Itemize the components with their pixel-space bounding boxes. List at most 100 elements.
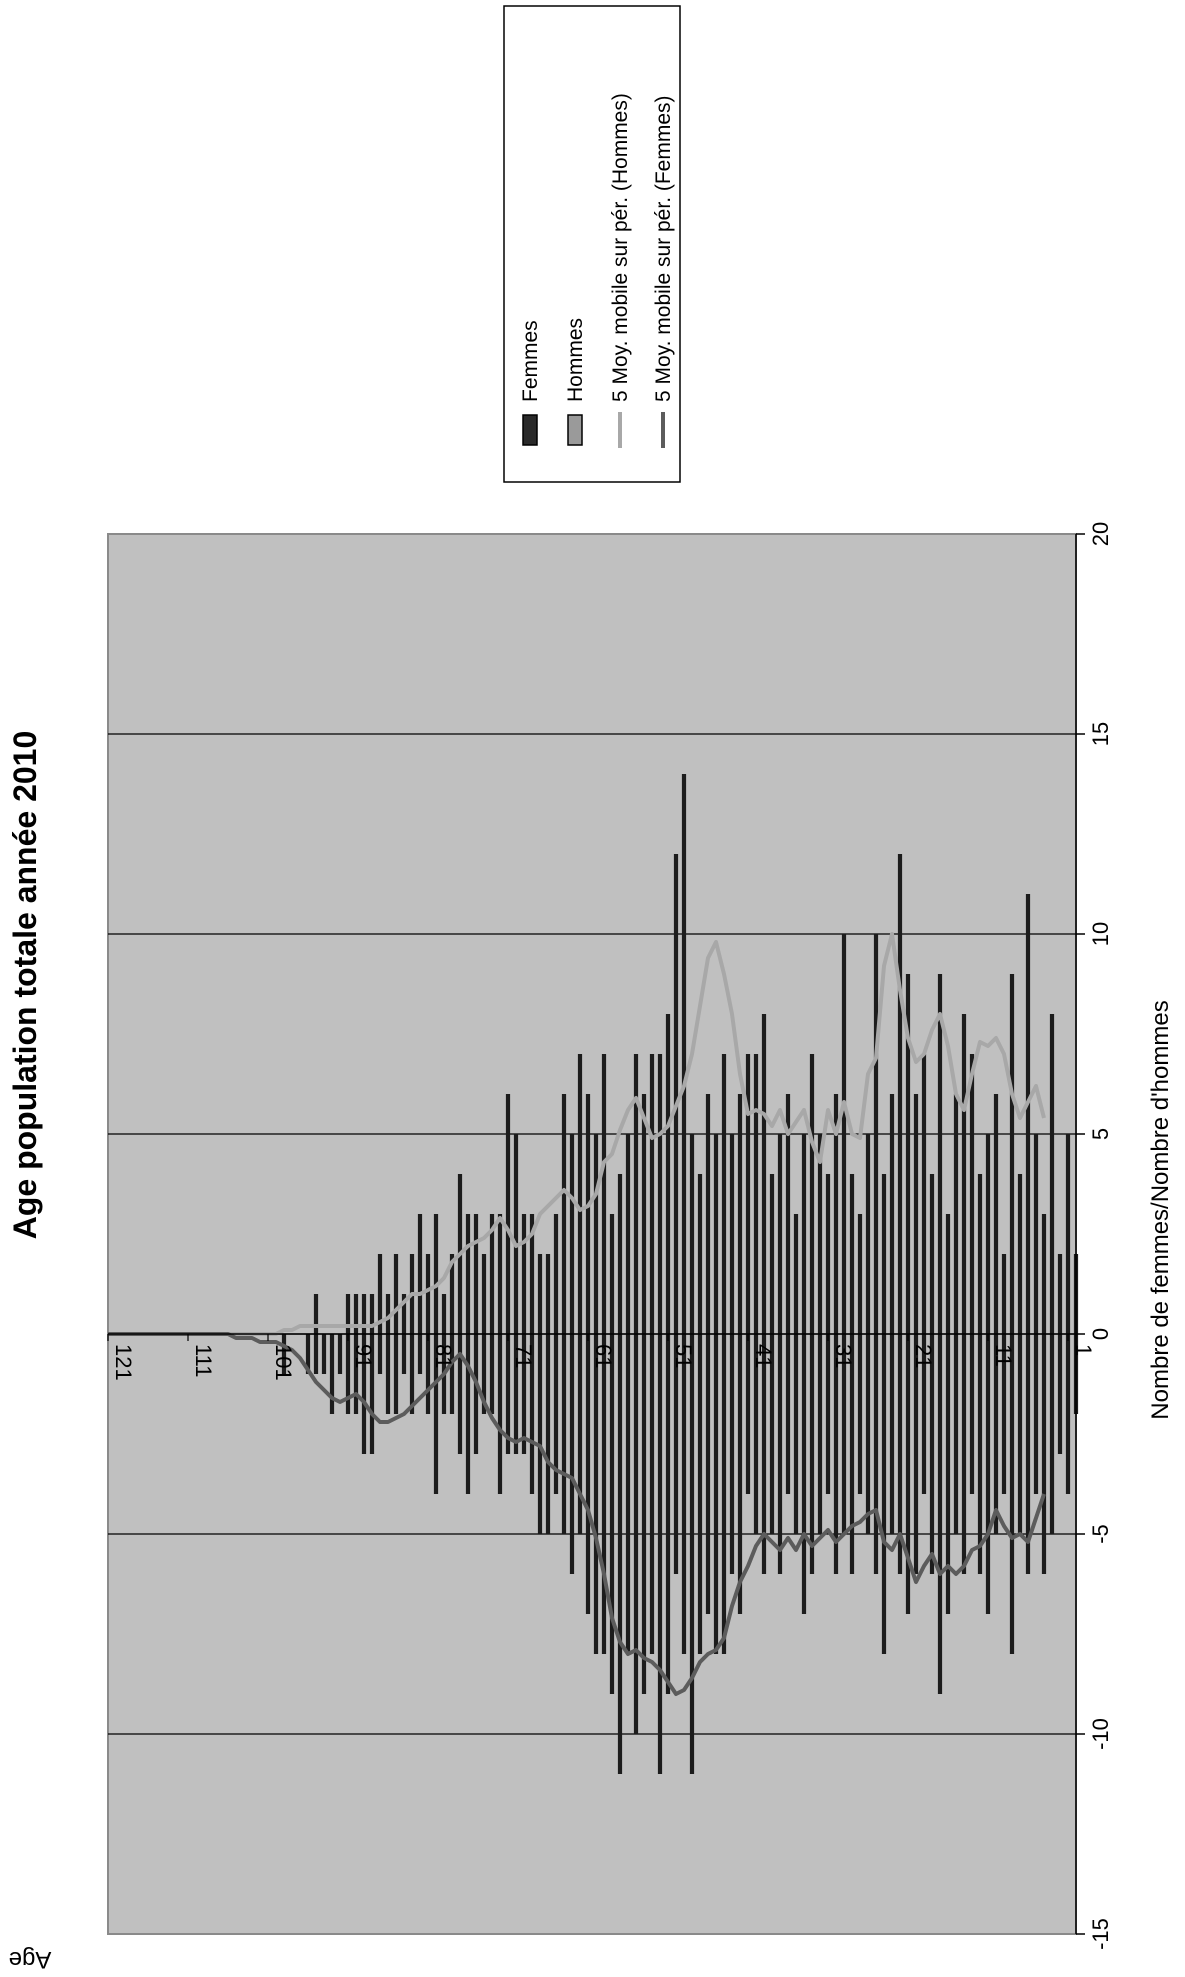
bar-femmes: [689, 1334, 695, 1774]
age-tick-label: 81: [431, 1344, 456, 1368]
bar-femmes: [377, 1334, 383, 1374]
bar-femmes: [641, 1334, 647, 1694]
bar-hommes: [569, 1134, 575, 1334]
bar-femmes: [385, 1334, 391, 1414]
bar-hommes: [505, 1094, 511, 1334]
value-tick-label: -15: [1088, 1918, 1113, 1950]
bars: [281, 774, 1079, 1774]
bar-femmes: [425, 1334, 431, 1414]
bar-hommes: [1049, 1014, 1055, 1334]
bar-hommes: [993, 1094, 999, 1334]
bar-femmes: [417, 1334, 423, 1374]
bar-femmes: [633, 1334, 639, 1734]
bar-femmes: [537, 1334, 543, 1534]
bar-hommes: [1009, 974, 1015, 1334]
bar-femmes: [281, 1334, 287, 1374]
bar-femmes: [321, 1334, 327, 1374]
value-tick-label: 0: [1088, 1328, 1113, 1340]
bar-hommes: [913, 1094, 919, 1334]
legend-swatch-femmes: [522, 414, 538, 446]
bar-hommes: [521, 1214, 527, 1334]
bar-femmes: [729, 1334, 735, 1574]
value-tick-label: 15: [1088, 722, 1113, 746]
bar-femmes: [857, 1334, 863, 1494]
bar-hommes: [545, 1254, 551, 1334]
bar-femmes: [393, 1334, 399, 1414]
bar-femmes: [745, 1334, 751, 1494]
bar-hommes: [481, 1254, 487, 1334]
bar-femmes: [561, 1334, 567, 1534]
bar-femmes: [865, 1334, 871, 1534]
bar-femmes: [569, 1334, 575, 1574]
bar-femmes: [881, 1334, 887, 1654]
age-tick-label: 51: [671, 1344, 696, 1368]
bar-hommes: [465, 1214, 471, 1334]
bar-femmes: [337, 1334, 343, 1374]
bar-femmes: [873, 1334, 879, 1574]
bar-hommes: [889, 1094, 895, 1334]
bar-hommes: [785, 1094, 791, 1334]
bar-hommes: [361, 1294, 367, 1334]
bar-femmes: [1057, 1334, 1063, 1454]
bar-femmes: [753, 1334, 759, 1534]
bar-femmes: [841, 1334, 847, 1534]
bar-femmes: [897, 1334, 903, 1574]
bar-hommes: [833, 1094, 839, 1334]
bar-femmes: [961, 1334, 967, 1574]
bar-femmes: [697, 1334, 703, 1654]
bar-hommes: [497, 1214, 503, 1334]
bar-hommes: [673, 854, 679, 1334]
bar-femmes: [1017, 1334, 1023, 1534]
bar-femmes: [889, 1334, 895, 1534]
bar-femmes: [433, 1334, 439, 1494]
bar-femmes: [977, 1334, 983, 1574]
bar-femmes: [937, 1334, 943, 1694]
chart-title: Age population totale année 2010: [7, 731, 43, 1240]
legend-label: Femmes: [519, 320, 542, 402]
bar-hommes: [313, 1294, 319, 1334]
bar-hommes: [705, 1094, 711, 1334]
bar-femmes: [777, 1334, 783, 1574]
bar-hommes: [1001, 1254, 1007, 1334]
line-ma-femmes: [108, 1332, 1046, 1696]
legend-label: Hommes: [564, 318, 587, 402]
bar-hommes: [617, 1174, 623, 1334]
bar-femmes: [713, 1334, 719, 1654]
bar-femmes: [1001, 1334, 1007, 1494]
age-tick-label: 21: [911, 1344, 936, 1368]
bar-hommes: [641, 1094, 647, 1334]
bar-hommes: [441, 1294, 447, 1334]
bar-hommes: [1065, 1134, 1071, 1334]
bar-hommes: [729, 1134, 735, 1334]
bar-hommes: [473, 1214, 479, 1334]
bar-femmes: [529, 1334, 535, 1494]
bar-femmes: [665, 1334, 671, 1694]
bar-femmes: [921, 1334, 927, 1494]
bar-hommes: [953, 1094, 959, 1334]
bar-femmes: [505, 1334, 511, 1454]
bar-femmes: [1025, 1334, 1031, 1574]
legend-swatch-hommes: [567, 414, 583, 446]
bar-hommes: [945, 1214, 951, 1334]
age-tick-label: 121: [111, 1344, 136, 1381]
bar-femmes: [593, 1334, 599, 1654]
bar-hommes: [873, 934, 879, 1334]
bar-hommes: [425, 1254, 431, 1334]
bar-femmes: [313, 1334, 319, 1374]
bar-femmes: [577, 1334, 583, 1534]
bar-hommes: [969, 1054, 975, 1334]
bar-hommes: [345, 1294, 351, 1334]
bar-femmes: [945, 1334, 951, 1614]
bar-hommes: [561, 1094, 567, 1334]
bar-hommes: [353, 1294, 359, 1334]
bar-hommes: [793, 1214, 799, 1334]
bar-femmes: [497, 1334, 503, 1494]
bar-femmes: [1009, 1334, 1015, 1654]
bar-hommes: [809, 1054, 815, 1334]
bar-femmes: [1049, 1334, 1055, 1534]
bar-hommes: [449, 1254, 455, 1334]
bar-hommes: [937, 974, 943, 1334]
bar-femmes: [809, 1334, 815, 1574]
bar-femmes: [585, 1334, 591, 1614]
age-tick-label: 11: [991, 1344, 1016, 1367]
